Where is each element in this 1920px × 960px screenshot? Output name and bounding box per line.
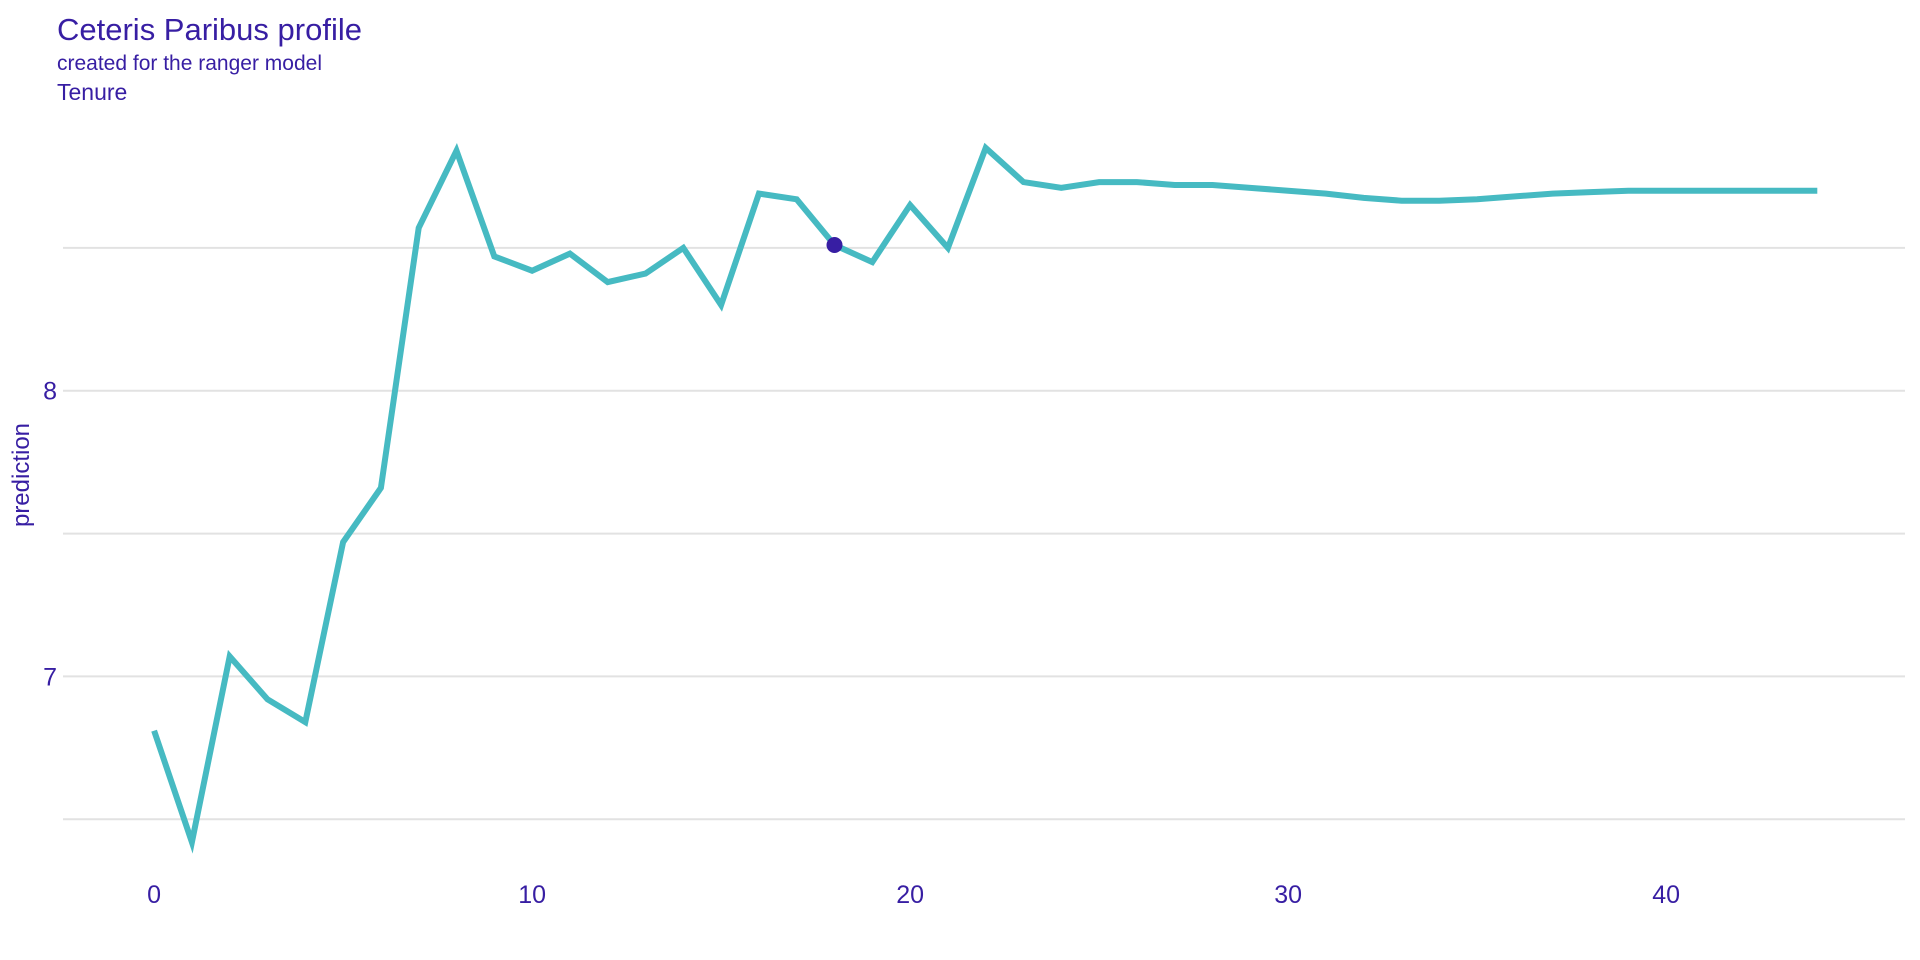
x-tick-label: 20 — [896, 881, 924, 909]
facet-label: Tenure — [57, 79, 128, 105]
observation-point — [826, 237, 843, 253]
y-tick-label: 8 — [43, 378, 57, 406]
profile-line — [151, 142, 1818, 854]
x-tick-label: 40 — [1652, 881, 1680, 909]
x-tick-label: 30 — [1274, 881, 1302, 909]
chart-subtitle: created for the ranger model — [57, 52, 322, 75]
chart-title: Ceteris Paribus profile — [57, 12, 362, 47]
y-tick-label: 7 — [43, 663, 57, 691]
x-tick-label: 10 — [518, 881, 546, 909]
x-tick-label: 0 — [147, 881, 161, 909]
